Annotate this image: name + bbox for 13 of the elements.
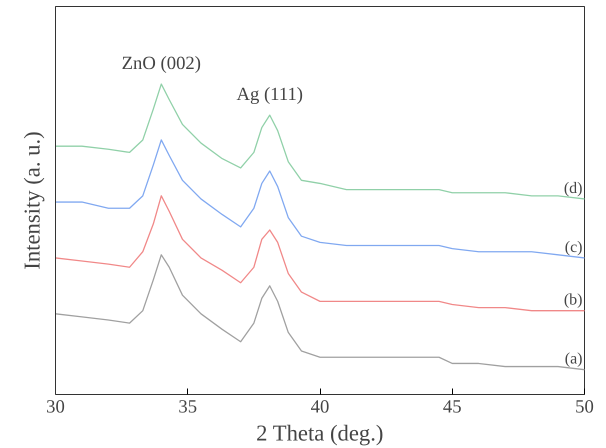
x-tick-label: 50 xyxy=(575,396,594,418)
annotation: Ag (111) xyxy=(236,84,303,106)
x-axis-title: 2 Theta (deg.) xyxy=(256,420,384,446)
series-label: (d) xyxy=(564,180,582,197)
series-label: (c) xyxy=(564,238,583,256)
x-tick-label: 45 xyxy=(442,396,462,418)
x-tick-label: 30 xyxy=(46,396,65,418)
series-label: (b) xyxy=(564,292,582,309)
y-axis-title: Intensity (a. u.) xyxy=(20,131,44,270)
x-tick-label: 35 xyxy=(178,396,198,418)
x-tick-label: 40 xyxy=(310,396,330,418)
series-label: (a) xyxy=(564,350,583,368)
text: ZnO (002) xyxy=(122,53,201,74)
